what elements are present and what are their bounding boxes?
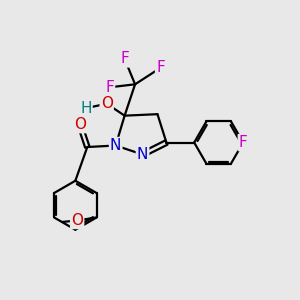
Text: F: F bbox=[156, 60, 165, 75]
Text: O: O bbox=[101, 96, 113, 111]
Text: H: H bbox=[80, 101, 92, 116]
Text: N: N bbox=[110, 138, 121, 153]
Text: F: F bbox=[239, 135, 248, 150]
Text: F: F bbox=[105, 80, 114, 95]
Text: F: F bbox=[120, 51, 129, 66]
Text: O: O bbox=[74, 117, 86, 132]
Text: N: N bbox=[137, 147, 148, 162]
Text: O: O bbox=[71, 213, 83, 228]
